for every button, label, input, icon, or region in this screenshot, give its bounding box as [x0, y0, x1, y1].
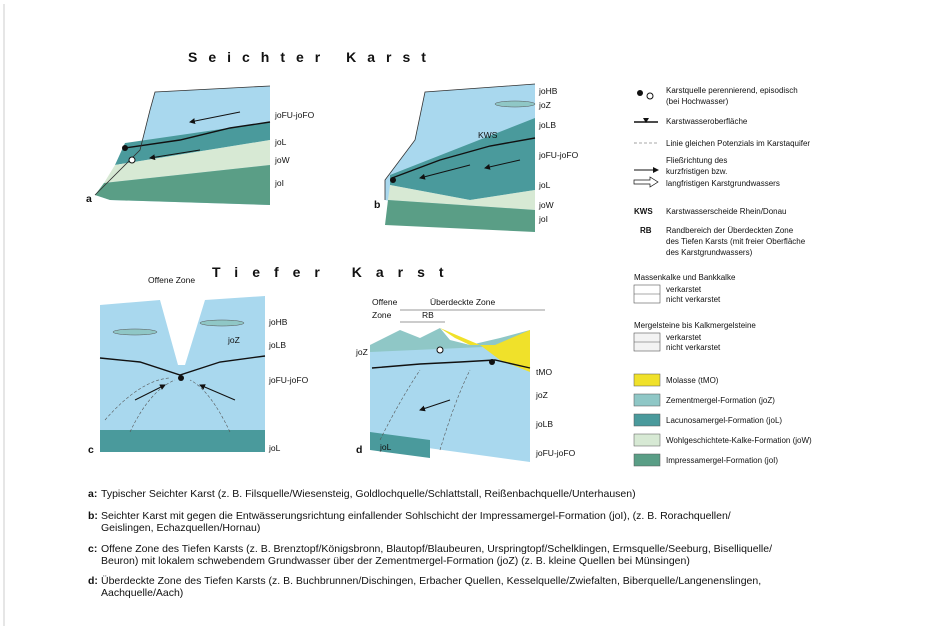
layer-label: joI	[274, 178, 284, 188]
legend-text: Molasse (tMO)	[666, 376, 719, 385]
caption-text: Aachquelle/Aach)	[101, 587, 183, 599]
caption-text: Überdeckte Zone des Tiefen Karsts (z. B.…	[101, 575, 761, 587]
zone-label: Offene Zone	[148, 275, 195, 285]
layer-label: joW	[538, 200, 554, 210]
legend-text: nicht verkarstet	[666, 295, 721, 304]
caption-text: Seichter Karst mit gegen die Entwässerun…	[101, 510, 731, 522]
panel-letter: c	[88, 444, 94, 456]
captions: a: Typischer Seichter Karst (z. B. Filsq…	[88, 488, 772, 599]
layer-label: joFU-joFO	[538, 150, 579, 160]
section-title: Seichter Karst	[188, 49, 437, 65]
legend-abbr: RB	[640, 226, 652, 235]
legend-text: (bei Hochwasser)	[666, 97, 729, 106]
layer-label: joZ	[538, 100, 551, 110]
caption-letter: a:	[88, 488, 97, 500]
panel-b: joHB joZ joLB KWS joFU-joFO joL joW joI …	[374, 83, 579, 232]
legend-heading: Mergelsteine bis Kalkmergelsteine	[634, 321, 756, 330]
panel-d: Offene Zone Überdeckte Zone RB joZ tMO j…	[355, 297, 576, 462]
legend-text: Fließrichtung des	[666, 156, 727, 165]
layer-label: joFU-joFO	[268, 375, 309, 385]
layer-label: joI	[538, 214, 548, 224]
legend-text: Karstquelle perennierend, episodisch	[666, 86, 798, 95]
caption-text: Typischer Seichter Karst (z. B. Filsquel…	[101, 488, 636, 500]
legend-text: des Karstgrundwassers)	[666, 248, 753, 257]
layer-label: KWS	[478, 130, 498, 140]
panel-letter: a	[86, 193, 92, 205]
layer-label: joHB	[268, 317, 288, 327]
layer-label: joL	[538, 180, 551, 190]
legend-text: Wohlgeschichtete-Kalke-Formation (joW)	[666, 436, 812, 445]
layer-label: joFU-joFO	[274, 110, 315, 120]
caption-letter: d:	[88, 575, 98, 587]
legend-text: Randbereich der Überdeckten Zone	[666, 226, 794, 235]
legend-text: Karstwasseroberfläche	[666, 117, 748, 126]
caption-text: Geislingen, Echazquellen/Hornau)	[101, 522, 260, 534]
layer-label: joL	[268, 443, 281, 453]
layer-label: joLB	[538, 120, 556, 130]
zone-label: Zone	[372, 310, 392, 320]
zone-label: Überdeckte Zone	[430, 297, 495, 307]
panel-letter: b	[374, 199, 380, 211]
layer-label: joL	[379, 442, 392, 452]
legend-heading: Massenkalke und Bankkalke	[634, 273, 736, 282]
legend-abbr: KWS	[634, 207, 653, 216]
caption-text: Beuron) mit lokalem schwebendem Grundwas…	[101, 555, 690, 567]
panel-c: Offene Zone joHB joZ joLB joFU-joFO joL …	[88, 275, 309, 456]
layer-label: joZ	[535, 390, 548, 400]
layer-label: joLB	[268, 340, 286, 350]
legend: Karstquelle perennierend, episodisch (be…	[633, 86, 812, 467]
layer-label: tMO	[536, 367, 552, 377]
legend-text: langfristigen Karstgrundwassers	[666, 179, 780, 188]
legend-text: Zementmergel-Formation (joZ)	[666, 396, 775, 405]
layer-label: joZ	[355, 347, 368, 357]
layer-label: joHB	[538, 86, 558, 96]
caption-letter: b:	[88, 510, 98, 522]
legend-text: Lacunosamergel-Formation (joL)	[666, 416, 782, 425]
caption-text: Offene Zone des Tiefen Karsts (z. B. Bre…	[101, 543, 772, 555]
section-title: Tiefer Karst	[212, 264, 458, 280]
legend-text: Karstwasserscheide Rhein/Donau	[666, 207, 787, 216]
caption-letter: c:	[88, 543, 97, 555]
panel-letter: d	[356, 444, 362, 456]
layer-label: joW	[274, 155, 290, 165]
zone-label: Offene	[372, 297, 398, 307]
legend-text: Impressamergel-Formation (joI)	[666, 456, 778, 465]
legend-text: verkarstet	[666, 285, 702, 294]
layer-label: joL	[274, 137, 287, 147]
legend-text: verkarstet	[666, 333, 702, 342]
legend-text: des Tiefen Karsts (mit freier Oberfläche	[666, 237, 806, 246]
layer-label: joZ	[227, 335, 240, 345]
legend-text: Linie gleichen Potenzials im Karstaquife…	[666, 139, 810, 148]
legend-text: kurzfristigen bzw.	[666, 167, 727, 176]
layer-label: joLB	[535, 419, 553, 429]
zone-label: RB	[422, 310, 434, 320]
legend-text: nicht verkarstet	[666, 343, 721, 352]
layer-label: joFU-joFO	[535, 448, 576, 458]
panel-a: joFU-joFO joL joW joI a	[86, 85, 315, 205]
